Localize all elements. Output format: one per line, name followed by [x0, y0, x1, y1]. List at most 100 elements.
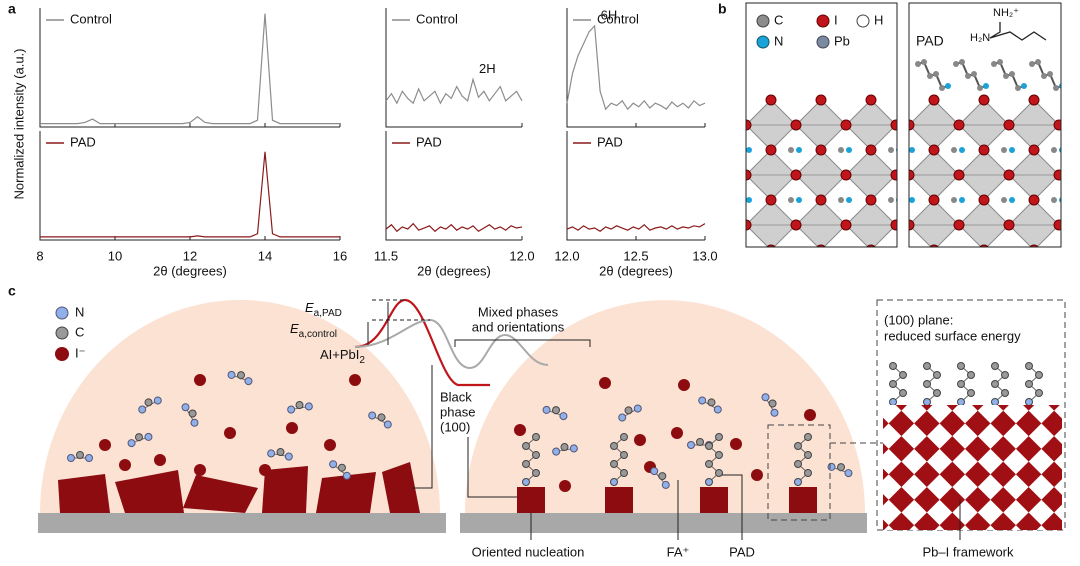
octahedron [846, 250, 896, 300]
n-atom [368, 411, 377, 420]
legend-label: PAD [416, 134, 442, 149]
iodide-ion [259, 464, 271, 476]
fa-cation [368, 411, 392, 429]
pad-atom [794, 478, 802, 486]
iodide-ion [194, 464, 206, 476]
c-atom [837, 463, 846, 472]
spectrum [385, 77, 523, 105]
cation-c [788, 247, 794, 253]
cation-n [959, 147, 965, 153]
legend-label: I [834, 12, 838, 27]
nucleus [700, 487, 728, 513]
legend-dot [756, 14, 770, 28]
n-atom [569, 444, 578, 453]
energy-subscript: a,control [299, 329, 337, 340]
iodide [966, 195, 976, 205]
reactant-label: AI+PbI2 [320, 347, 365, 365]
cation-n [846, 197, 852, 203]
iodide [890, 169, 897, 181]
legend-label: PAD [70, 134, 96, 149]
cation-n [846, 147, 852, 153]
fa-cation [287, 401, 313, 414]
fa-cation [618, 404, 642, 422]
pad-atom [991, 362, 999, 370]
octahedron [1009, 250, 1059, 300]
atom [933, 71, 939, 77]
iodide [928, 194, 940, 206]
c-atom [658, 472, 667, 481]
pad-chain [1031, 60, 1061, 90]
fa-cation [761, 393, 779, 417]
iodide-ion [559, 480, 571, 492]
n-atom [342, 471, 351, 480]
iodide [1053, 119, 1061, 131]
fa-cation [67, 451, 93, 462]
cation-n [746, 247, 752, 253]
pad-atom [532, 433, 540, 441]
iodide-ion [804, 409, 816, 421]
octahedron [909, 199, 960, 247]
iodide [1053, 169, 1061, 181]
pad-atom [1025, 398, 1033, 406]
iodide [790, 169, 802, 181]
pad-atom [715, 469, 723, 477]
energy-label: Ea,PAD [305, 300, 342, 318]
pad-chain [917, 60, 949, 90]
legend-label: I⁻ [75, 345, 85, 360]
iodide [765, 144, 777, 156]
c-atom [295, 401, 304, 410]
iodide [746, 169, 752, 181]
x-tick-label: 12.0 [554, 248, 579, 263]
legend-dot [55, 326, 69, 340]
zoom-source [767, 424, 831, 521]
legend-dot [856, 14, 870, 28]
iodide [966, 95, 976, 105]
n-atom [227, 370, 236, 379]
energy-curve [354, 298, 490, 387]
leader [722, 474, 743, 540]
pad-atom [794, 442, 802, 450]
c-atom [337, 463, 346, 472]
leader [412, 365, 433, 489]
iodide [865, 194, 877, 206]
atom [915, 61, 921, 67]
pad-atom [991, 380, 999, 388]
iodide-ion [119, 459, 131, 471]
iodide [954, 270, 964, 280]
x-tick-label: 11.5 [374, 248, 398, 263]
n-atom [633, 404, 642, 413]
n-atom [618, 413, 627, 422]
iodide [840, 119, 852, 131]
n-atom [67, 454, 75, 462]
iodide [840, 169, 852, 181]
pad-atom [522, 442, 530, 450]
atom [983, 83, 989, 89]
spectrum [566, 223, 706, 233]
x-axis-label: 2θ (degrees) [153, 263, 227, 278]
panel-label: a [8, 1, 16, 17]
pad-atom [705, 460, 713, 468]
nucleus [517, 487, 545, 513]
c-atom [696, 438, 704, 446]
iodide-ion [99, 439, 111, 451]
iodide [941, 270, 951, 280]
cation-c [738, 247, 744, 253]
axis-line [566, 131, 705, 241]
leader [467, 437, 517, 498]
pad-atom [957, 380, 965, 388]
cation-c [901, 147, 907, 153]
n-atom [153, 396, 162, 405]
y-axis-label: Normalized intensity (a.u.) [11, 49, 26, 200]
iodide [890, 219, 897, 231]
iodide-ion [678, 379, 690, 391]
octahedron [1008, 199, 1060, 247]
x-tick-label: 8 [36, 248, 43, 263]
octahedron [796, 250, 846, 300]
mixed-label: Mixed phases [478, 304, 559, 319]
cation-n [1059, 147, 1061, 153]
cation-c [788, 197, 794, 203]
cation-c [1001, 247, 1007, 253]
iodide [928, 144, 940, 156]
n-atom [761, 393, 770, 402]
